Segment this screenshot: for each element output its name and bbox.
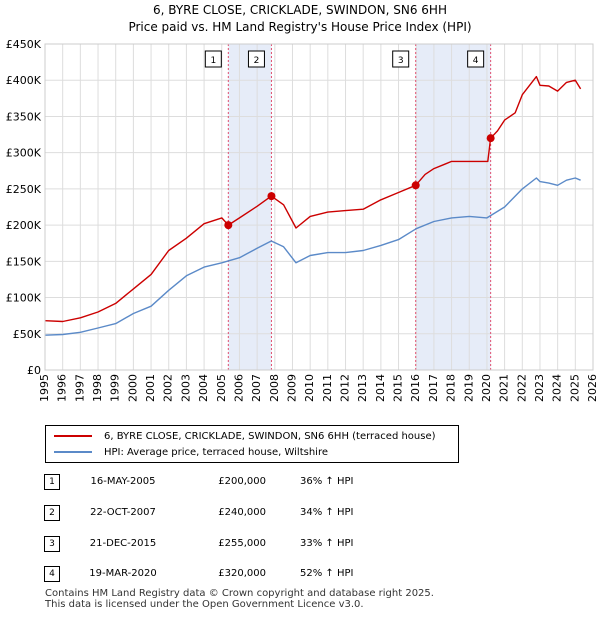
x-tick-label: 2014 <box>374 374 387 402</box>
sale-point <box>224 221 233 230</box>
sale-number-label: 1 <box>210 56 216 66</box>
legend: 6, BYRE CLOSE, CRICKLADE, SWINDON, SN6 6… <box>45 425 459 463</box>
x-tick-label: 2008 <box>268 374 281 402</box>
sale-point <box>411 181 420 190</box>
x-tick-label: 1995 <box>38 374 51 402</box>
x-tick-label: 2019 <box>462 374 475 402</box>
legend-swatch-property <box>54 435 92 437</box>
footer: Contains HM Land Registry data © Crown c… <box>45 588 434 610</box>
x-tick-label: 2003 <box>179 374 192 402</box>
price-chart: £0 £50K £100K £150K £200K £250K £300K £350K £400… <box>6 38 599 402</box>
y-tick-label: £150K <box>6 255 42 268</box>
sale-price: £255,000 <box>218 538 266 549</box>
x-tick-label: 2004 <box>197 374 210 402</box>
x-tick-label: 2018 <box>445 374 458 402</box>
x-tick-label: 2010 <box>303 374 316 402</box>
sale-date: 19-MAR-2020 <box>89 568 157 579</box>
y-tick-label: £0 <box>27 364 41 377</box>
table-row: 4 19-MAR-2020 £320,000 52% ↑ HPI <box>0 566 600 582</box>
y-tick-label: £100K <box>6 292 42 305</box>
sale-date: 16-MAY-2005 <box>90 476 156 487</box>
y-tick-label: £300K <box>6 147 42 160</box>
x-tick-label: 2007 <box>250 374 263 402</box>
sale-number-badge: 3 <box>44 536 60 552</box>
table-row: 3 21-DEC-2015 £255,000 33% ↑ HPI <box>0 536 600 552</box>
x-tick-label: 2016 <box>409 374 422 402</box>
legend-item-hpi: HPI: Average price, terraced house, Wilt… <box>54 445 328 459</box>
x-tick-label: 2026 <box>586 374 599 402</box>
sale-price: £240,000 <box>218 507 266 518</box>
table-row: 2 22-OCT-2007 £240,000 34% ↑ HPI <box>0 505 600 521</box>
y-tick-label: £450K <box>6 38 42 51</box>
sale-number-badge: 2 <box>44 505 60 521</box>
x-tick-label: 2022 <box>515 374 528 402</box>
shaded-period <box>228 44 272 370</box>
x-tick-label: 2006 <box>232 374 245 402</box>
x-tick-label: 1998 <box>91 374 104 402</box>
plot-frame <box>44 43 594 371</box>
sale-hpi-change: 52% ↑ HPI <box>300 568 354 579</box>
y-tick-label: £250K <box>6 183 42 196</box>
sale-point <box>486 134 495 143</box>
sale-hpi-change: 33% ↑ HPI <box>300 538 354 549</box>
x-tick-label: 2023 <box>533 374 546 402</box>
footer-licence: This data is licensed under the Open Gov… <box>45 599 364 610</box>
shaded-period <box>415 44 491 370</box>
y-tick-label: £200K <box>6 219 42 232</box>
sale-point <box>267 192 276 201</box>
sale-number-label: 3 <box>398 56 404 66</box>
sale-number-badge: 4 <box>44 566 60 582</box>
x-tick-label: 1997 <box>73 374 86 402</box>
legend-label-hpi: HPI: Average price, terraced house, Wilt… <box>104 446 328 458</box>
sale-price: £200,000 <box>218 476 266 487</box>
x-tick-label: 2017 <box>427 374 440 402</box>
x-tick-label: 2001 <box>144 374 157 402</box>
chart-title: 6, BYRE CLOSE, CRICKLADE, SWINDON, SN6 6… <box>153 3 447 17</box>
x-tick-label: 2011 <box>321 374 334 402</box>
x-tick-label: 2020 <box>480 374 493 402</box>
sale-number-label: 4 <box>473 56 479 66</box>
sale-date: 22-OCT-2007 <box>90 507 156 518</box>
x-tick-label: 2012 <box>339 374 352 402</box>
plot-area <box>45 44 593 370</box>
sale-hpi-change: 36% ↑ HPI <box>300 476 354 487</box>
legend-swatch-hpi <box>54 451 92 453</box>
sale-number-label: 2 <box>254 56 260 66</box>
y-tick-label: £350K <box>6 110 42 123</box>
footer-copyright: Contains HM Land Registry data © Crown c… <box>45 588 434 599</box>
x-tick-label: 2013 <box>356 374 369 402</box>
x-tick-label: 2005 <box>215 374 228 402</box>
chart-subtitle: Price paid vs. HM Land Registry's House … <box>128 20 472 34</box>
y-tick-label: £400K <box>6 74 42 87</box>
y-tick-label: £50K <box>13 328 42 341</box>
x-tick-label: 2025 <box>568 374 581 402</box>
sale-date: 21-DEC-2015 <box>89 538 157 549</box>
x-tick-label: 2024 <box>551 374 564 402</box>
sale-number-box <box>467 50 485 68</box>
x-tick-label: 1999 <box>109 374 122 402</box>
sale-number-box <box>392 50 410 68</box>
property-price-line <box>44 75 582 323</box>
table-row: 1 16-MAY-2005 £200,000 36% ↑ HPI <box>0 474 600 490</box>
sale-number-badge: 1 <box>44 474 60 490</box>
legend-label-property: 6, BYRE CLOSE, CRICKLADE, SWINDON, SN6 6… <box>104 430 436 442</box>
x-tick-label: 2000 <box>126 374 139 402</box>
x-tick-label: 2009 <box>285 374 298 402</box>
sale-price: £320,000 <box>218 568 266 579</box>
legend-item-property: 6, BYRE CLOSE, CRICKLADE, SWINDON, SN6 6… <box>54 429 436 443</box>
x-tick-label: 1996 <box>56 374 69 402</box>
sale-number-box <box>204 50 222 68</box>
x-tick-label: 2015 <box>392 374 405 402</box>
x-tick-label: 2002 <box>162 374 175 402</box>
hpi-line <box>44 177 581 336</box>
sale-hpi-change: 34% ↑ HPI <box>300 507 354 518</box>
x-tick-label: 2021 <box>498 374 511 402</box>
sale-number-box <box>247 50 265 68</box>
